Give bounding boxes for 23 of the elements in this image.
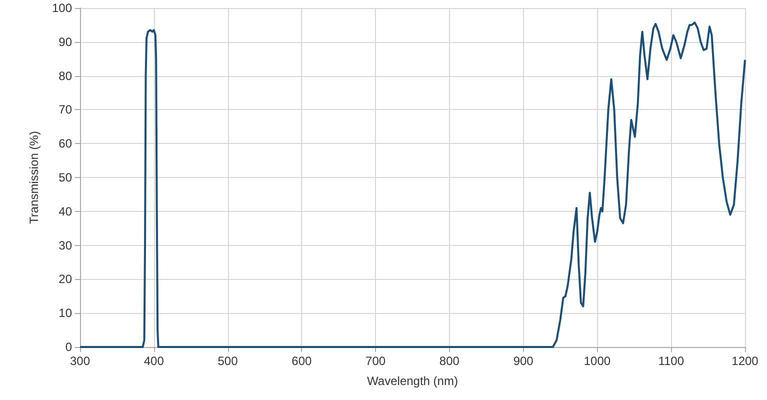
y-tick-label: 50 <box>58 170 72 184</box>
y-tick-label: 90 <box>58 34 72 49</box>
y-tick-label: 10 <box>58 306 72 320</box>
y-tick-label: 100 <box>52 1 72 15</box>
x-tick-label: 300 <box>70 354 90 368</box>
x-tick-label: 800 <box>439 354 460 368</box>
y-tick-label: 60 <box>58 136 72 151</box>
x-tick-label: 500 <box>218 354 238 368</box>
x-tick-label: 1200 <box>732 354 759 368</box>
x-tick-label: 600 <box>292 354 312 368</box>
y-tick-label: 40 <box>58 204 72 218</box>
x-tick-label: 900 <box>513 354 534 368</box>
y-tick-label: 70 <box>58 102 72 117</box>
x-tick-label: 1100 <box>658 354 684 368</box>
x-axis-title: Wavelength (nm) <box>367 374 458 388</box>
y-tick-label: 20 <box>58 272 72 286</box>
x-tick-label: 1000 <box>584 354 611 368</box>
x-tick-label: 700 <box>366 354 386 368</box>
y-tick-label: 80 <box>58 68 72 83</box>
y-axis-title: Transmission (%) <box>27 131 41 224</box>
x-tick-label: 400 <box>144 354 164 368</box>
y-tick-label: 30 <box>58 238 72 252</box>
y-tick-label: 0 <box>65 340 72 354</box>
